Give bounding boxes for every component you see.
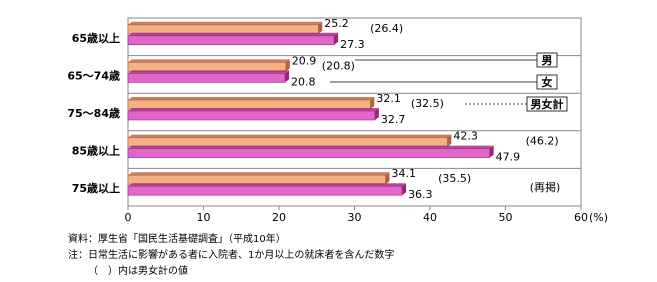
bar-side (285, 59, 290, 72)
total-label: (32.5) (411, 97, 444, 110)
bar (127, 24, 319, 35)
x-tick-label: 30 (348, 211, 362, 224)
x-tick-label: 20 (272, 211, 286, 224)
note: 資料：厚生省「国民生活基礎調査」（平成10年） (68, 232, 286, 245)
bar (127, 99, 371, 110)
legend-label: 男 (542, 54, 553, 67)
bar-top (128, 183, 407, 187)
x-unit: (%) (589, 211, 608, 224)
bar-side (489, 145, 494, 158)
x-tick-label: 0 (125, 211, 132, 224)
value-label: 32.1 (376, 92, 401, 105)
bar-top (128, 70, 290, 74)
x-tick-label: 50 (499, 211, 513, 224)
y-tick-label: 65～74歳 (67, 68, 120, 82)
x-tick-label: 60 (574, 211, 588, 224)
value-label: 27.3 (340, 38, 365, 51)
total-label: (35.5) (438, 172, 471, 185)
bar-top (128, 134, 452, 138)
bar (127, 137, 448, 147)
total-label: (26.4) (370, 22, 403, 35)
value-label: 25.2 (324, 17, 349, 30)
bar (127, 185, 403, 196)
note: 注：日常生活に影響がある者に入院者、1か月以上の就床者を含んだ数字 (68, 248, 394, 261)
annotation: (再掲) (530, 180, 561, 194)
y-tick-label: 85歳以上 (72, 144, 120, 158)
bar-side (402, 183, 407, 196)
bar-side (285, 70, 290, 83)
total-label: (20.8) (322, 59, 355, 72)
value-label: 42.3 (453, 130, 478, 143)
value-label: 34.1 (391, 167, 416, 180)
bar-top (128, 145, 494, 149)
bar-top (128, 172, 390, 176)
bar-top (128, 59, 290, 63)
bar-top (128, 21, 323, 25)
legend-label: 男女計 (531, 97, 564, 111)
value-label: 20.8 (291, 75, 316, 88)
note: （ ）内は男女計の値 (88, 264, 188, 277)
legend-label: 女 (542, 75, 553, 89)
legend-box (536, 52, 558, 68)
bar (127, 110, 376, 121)
bar (127, 35, 335, 46)
bar-top (128, 108, 379, 111)
bar-side (374, 108, 379, 120)
bar (127, 62, 287, 72)
legend-box (526, 96, 568, 112)
bar-side (334, 32, 339, 45)
bar-side (385, 172, 390, 185)
value-label: 36.3 (408, 188, 433, 201)
value-label: 20.9 (292, 54, 317, 67)
legend-box (536, 74, 558, 90)
y-tick-label: 75歳以上 (72, 181, 120, 195)
bar (127, 174, 386, 185)
bar-side (447, 134, 452, 147)
bar-side (318, 21, 323, 34)
value-label: 32.7 (381, 113, 406, 126)
y-tick-label: 75～84歳 (67, 106, 120, 120)
bar (127, 148, 490, 158)
bar (127, 73, 286, 83)
bar-side (370, 97, 375, 109)
x-tick-label: 10 (197, 211, 211, 224)
y-tick-label: 65歳以上 (72, 31, 120, 45)
x-tick-label: 40 (423, 211, 437, 224)
total-label: (46.2) (526, 135, 559, 148)
bar-top (128, 97, 375, 100)
bar-top (128, 32, 339, 36)
value-label: 47.9 (496, 151, 521, 164)
